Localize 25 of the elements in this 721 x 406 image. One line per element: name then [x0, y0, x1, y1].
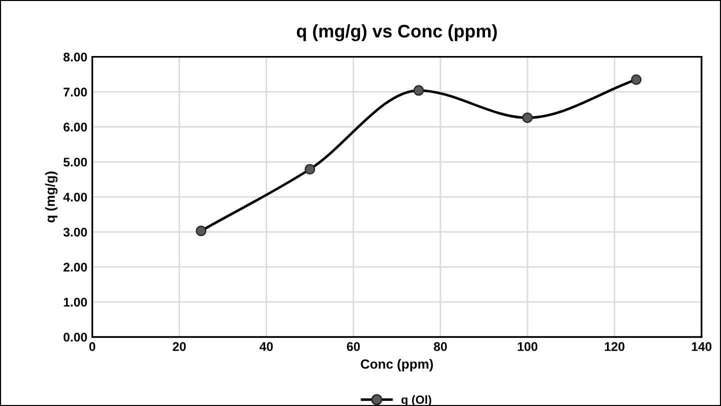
y-axis-title: q (mg/g) — [45, 172, 58, 222]
point — [196, 226, 206, 236]
point — [304, 164, 316, 175]
point — [630, 74, 642, 85]
x-tick-label: 60 — [346, 342, 360, 352]
y-tick-label: 4.00 — [63, 192, 87, 202]
x-tick-label: 80 — [434, 342, 447, 352]
x-tick-label: 120 — [604, 342, 624, 352]
x-tick-label: 0 — [89, 342, 96, 352]
x-tick-label: 100 — [518, 342, 538, 352]
point — [522, 112, 533, 124]
y-tick-label: 1.00 — [64, 298, 87, 307]
y-tick-label: 7.00 — [64, 88, 87, 97]
x-tick-label: 140 — [692, 342, 712, 352]
x-tick-label: 40 — [260, 342, 273, 352]
point — [413, 85, 424, 96]
y-tick-label: 3.00 — [63, 228, 87, 237]
x-tick-label: 20 — [172, 342, 186, 352]
y-tick-label: 0.00 — [64, 332, 87, 342]
y-tick-label: 6.00 — [64, 122, 87, 132]
y-tick-label: 5.00 — [63, 158, 87, 167]
y-tick-label: 8.00 — [63, 52, 87, 62]
chart-title: q (mg/g) vs Conc (ppm) — [296, 24, 497, 42]
y-tick-label: 2.00 — [64, 262, 87, 272]
x-axis-title: Conc (ppm) — [360, 359, 433, 372]
